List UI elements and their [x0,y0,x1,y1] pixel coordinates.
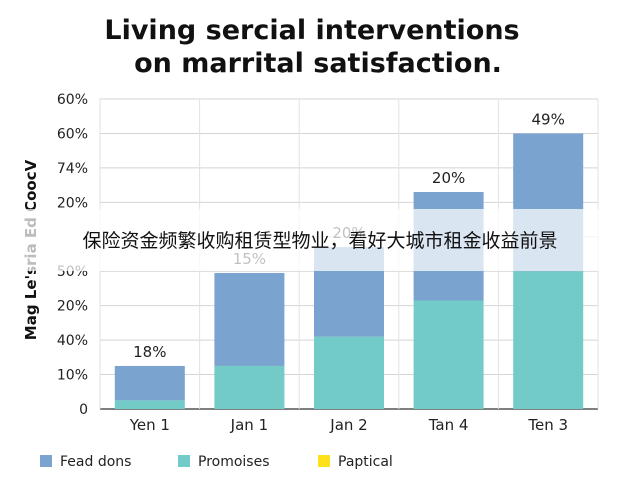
legend-swatch-paptical [318,455,330,467]
y-tick-label: 10% [57,368,88,384]
legend-swatch-fead-dons [40,455,52,467]
bar-value-label: 20% [432,169,465,187]
bar-segment-promoises [513,271,584,409]
bar-value-label: 18% [133,343,166,361]
bar-segment-fead-dons [214,272,285,366]
overlay-banner [0,209,640,271]
bar-segment-promoises [413,300,484,409]
y-tick-label: 20% [57,299,88,315]
legend-swatch-promoises [178,455,190,467]
x-tick-label: Jan 1 [230,416,268,434]
x-tick-label: Tan 4 [428,416,469,434]
y-tick-label: 0 [79,402,88,418]
y-tick-label: 60% [57,92,88,108]
legend-label-promoises: Promoises [198,454,270,470]
y-tick-label: 60% [57,126,88,142]
bar-segment-fead-dons [114,365,185,401]
legend: Fead dons Promoises Paptical [40,454,393,470]
bar-segment-promoises [214,365,285,409]
x-tick-label: Ten 3 [527,416,568,434]
x-tick-label: Yen 1 [129,416,170,434]
y-tick-label: 74% [57,161,88,177]
y-tick-label: 40% [57,333,88,349]
overlay-banner-text: 保险资金频繁收购租赁型物业，看好大城市租金收益前景 [82,230,558,252]
bar-value-label: 49% [532,110,565,128]
y-tick-label: 20% [57,195,88,211]
legend-label-fead-dons: Fead dons [60,454,131,470]
x-tick-label: Jan 2 [329,416,367,434]
bar-segment-promoises [314,336,384,409]
legend-label-paptical: Paptical [338,454,393,470]
chart-title-line-2: on marrital satisfaction. [134,48,502,79]
bar-segment-promoises [114,400,185,409]
chart-title-line-1: Living sercial interventions [104,15,519,46]
